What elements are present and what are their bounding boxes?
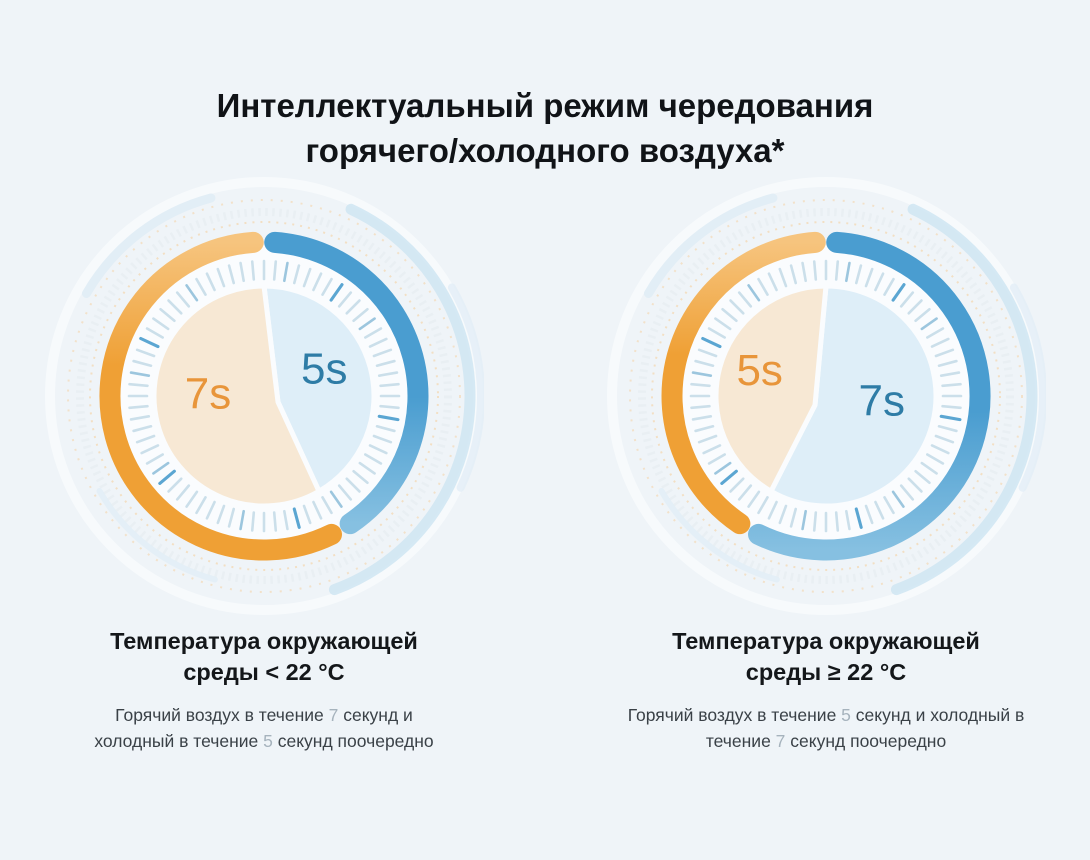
dials-row: 7s 5s Температура окружающей среды < 22 °… xyxy=(0,176,1090,755)
body-text-part: Горячий воздух в течение xyxy=(115,704,329,725)
body-text-part: секунд и холодный в течение xyxy=(705,704,1025,752)
hot-duration-label: 7s xyxy=(185,369,231,418)
hot-air-slice xyxy=(151,283,322,509)
tick-ring xyxy=(127,259,401,533)
hot-air-arc xyxy=(99,231,343,561)
caption-line2: среды ≥ 22 °C xyxy=(745,659,907,686)
tick-ring xyxy=(689,259,963,533)
body-text-part: секунд и холодный в течение xyxy=(94,704,413,752)
cold-air-slice xyxy=(261,283,377,494)
body-text-part: секунд поочередно xyxy=(785,731,947,752)
body-text-part: 7 xyxy=(775,731,786,752)
caption-line1: Температура окружающей xyxy=(672,627,980,654)
hot-air-arc xyxy=(661,231,826,534)
body-text-part: 5 xyxy=(841,704,851,725)
cycle-description: Горячий воздух в течение 7 секунд и холо… xyxy=(90,702,438,755)
page-title: Интеллектуальный режим чередования горяч… xyxy=(0,84,1090,174)
cold-duration-label: 7s xyxy=(859,376,905,425)
cycle-description: Горячий воздух в течение 5 секунд и холо… xyxy=(598,702,1054,755)
page-title-line1: Интеллектуальный режим чередования xyxy=(216,87,874,124)
page-title-line2: горячего/холодного воздуха* xyxy=(305,131,785,169)
body-text-part: 7 xyxy=(328,704,339,725)
ambient-temperature-caption: Температура окружающей среды < 22 °C xyxy=(110,626,418,689)
hot-air-slice xyxy=(713,283,829,494)
caption-line1: Температура окружающей xyxy=(110,627,418,654)
hot-cold-cycle-gauge: 7s 5s xyxy=(45,176,484,615)
body-text-part: Горячий воздух в течение xyxy=(627,704,842,725)
hot-cold-cycle-gauge: 5s 7s xyxy=(607,176,1046,615)
body-text-part: 5 xyxy=(263,731,273,752)
caption-line2: среды < 22 °C xyxy=(183,659,345,686)
cold-air-arc xyxy=(264,231,429,534)
cold-air-slice xyxy=(768,283,939,509)
dial-panel-warm-ambient: 5s 7s Температура окружающей среды ≥ 22 °… xyxy=(586,176,1066,755)
dial-panel-cold-ambient: 7s 5s Температура окружающей среды < 22 °… xyxy=(24,176,504,755)
body-text-part: секунд поочередно xyxy=(272,731,434,752)
decorative-rings xyxy=(607,176,1046,615)
hot-duration-label: 5s xyxy=(736,346,782,395)
cold-air-arc xyxy=(747,231,991,561)
ambient-temperature-caption: Температура окружающей среды ≥ 22 °C xyxy=(672,626,980,689)
decorative-rings xyxy=(45,176,484,615)
cold-duration-label: 5s xyxy=(301,344,347,393)
